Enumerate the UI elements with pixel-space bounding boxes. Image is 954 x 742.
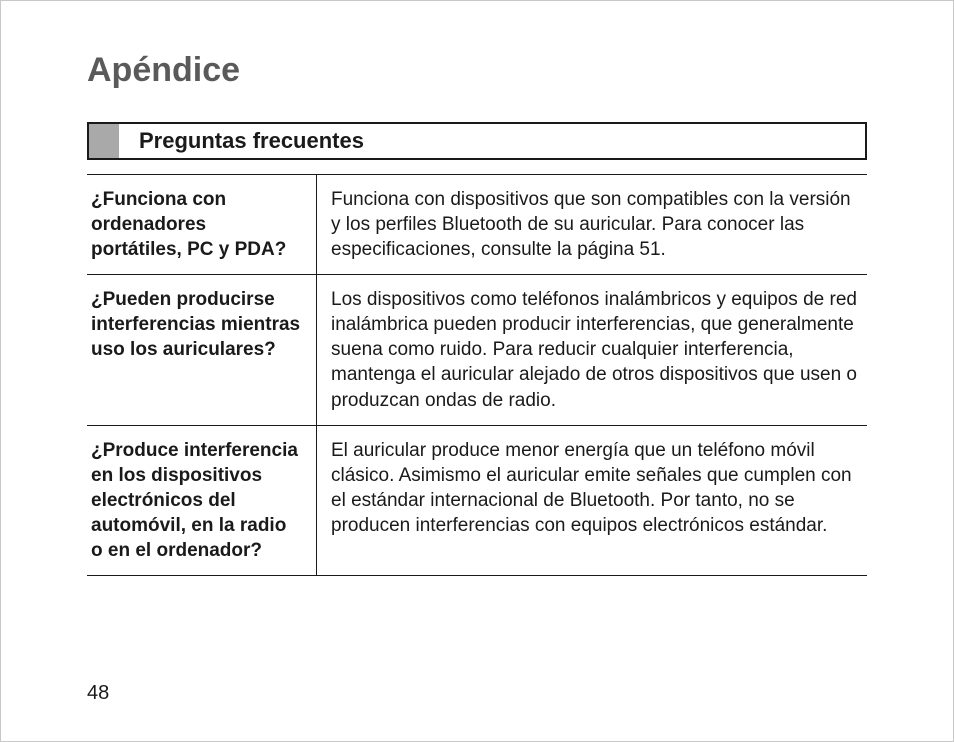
faq-answer: El auricular produce menor energía que u… [317, 426, 867, 575]
faq-table: ¿Funciona con ordenadores portátiles, PC… [87, 174, 867, 576]
section-label: Preguntas frecuentes [119, 124, 865, 158]
faq-answer: Funciona con dispositivos que son compat… [317, 175, 867, 274]
faq-question: ¿Pueden producirse interferencias mientr… [87, 275, 317, 424]
faq-question: ¿Funciona con ordenadores portátiles, PC… [87, 175, 317, 274]
document-page: Apéndice Preguntas frecuentes ¿Funciona … [0, 0, 954, 742]
faq-answer: Los dispositivos como teléfonos inalámbr… [317, 275, 867, 424]
section-tab [89, 124, 119, 158]
faq-question: ¿Produce interferencia en los dispositiv… [87, 426, 317, 575]
section-header: Preguntas frecuentes [87, 122, 867, 160]
page-title: Apéndice [87, 51, 867, 90]
faq-row: ¿Produce interferencia en los dispositiv… [87, 425, 867, 576]
faq-row: ¿Pueden producirse interferencias mientr… [87, 274, 867, 424]
page-number: 48 [87, 682, 109, 705]
faq-row: ¿Funciona con ordenadores portátiles, PC… [87, 174, 867, 274]
